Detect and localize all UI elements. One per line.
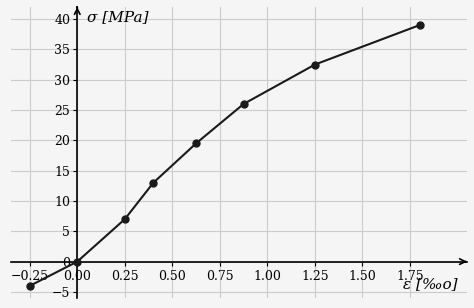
Text: σ [MPa]: σ [MPa] bbox=[87, 10, 148, 24]
Text: ε [‰o]: ε [‰o] bbox=[403, 277, 457, 291]
